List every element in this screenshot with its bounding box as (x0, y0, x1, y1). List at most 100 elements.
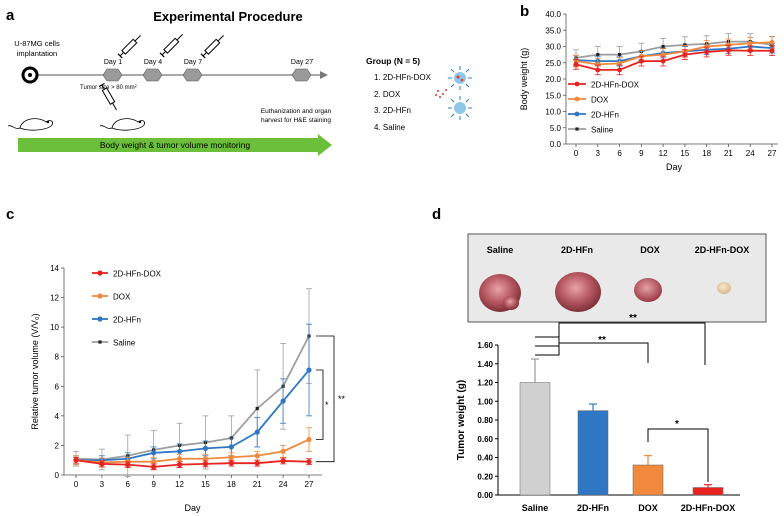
sig-bracket (316, 369, 324, 440)
group-item-3: 3. 2D-HFn (374, 106, 411, 115)
x-tick-label: Saline (522, 503, 549, 513)
sig-bracket (647, 428, 709, 482)
x-tick-label: 6 (126, 480, 131, 489)
data-point (595, 67, 601, 73)
day-markers: Day 1 Day 4 Day 7 Day 27 (102, 59, 313, 82)
x-tick-label: DOX (638, 503, 658, 513)
x-tick-label: 12 (659, 149, 668, 158)
x-tick-label: 9 (151, 480, 156, 489)
data-point (254, 453, 260, 459)
y-tick-label: 0 (55, 471, 60, 480)
y-tick-label: 0.60 (477, 435, 493, 444)
x-tick-label: 24 (279, 480, 288, 489)
tumor-2d-hfn-dox (717, 282, 731, 294)
data-point (228, 444, 234, 450)
data-point (638, 58, 644, 64)
mouse-icon (99, 118, 145, 131)
y-tick-label: 8 (55, 353, 60, 362)
sig-label: ** (598, 335, 606, 346)
legend-marker (97, 270, 103, 276)
bar-dox (632, 464, 664, 496)
legend: 2D-HFn-DOX DOX 2D-HFn Saline (92, 270, 162, 348)
y-tick-label: 35.0 (545, 26, 561, 35)
data-point (769, 48, 775, 54)
y-tick-label: 30.0 (545, 43, 561, 52)
y-axis-label: Relative tumor volume (V/V₀) (30, 313, 40, 429)
series-line (75, 438, 310, 464)
harvest-note-line2: harvest for H&E staining (261, 117, 331, 124)
y-tick-label: 2 (55, 441, 60, 450)
data-point (202, 445, 209, 451)
data-point (660, 58, 666, 64)
x-tick-label: 12 (175, 480, 184, 489)
data-point (617, 67, 622, 73)
y-tick-label: 1.00 (477, 397, 493, 406)
sig-bracket (535, 342, 649, 363)
data-point (254, 460, 260, 466)
x-tick-label: 2D-HFn (577, 503, 609, 513)
legend-label-2d-hfn-dox: 2D-HFn-DOX (113, 270, 162, 279)
data-point (617, 53, 622, 57)
x-tick-label: 15 (201, 480, 210, 489)
monitoring-label: Body weight & tumor volume monitoring (100, 140, 251, 150)
x-tick-label: 24 (746, 149, 755, 158)
series-line (575, 40, 773, 59)
data-point (254, 429, 260, 435)
data-point (228, 460, 234, 466)
y-tick-label: 14 (50, 264, 59, 273)
series-line (76, 369, 310, 462)
sig-bracket (316, 335, 335, 463)
data-point (747, 48, 753, 54)
legend-marker (97, 316, 103, 322)
photo-label-dox: DOX (640, 245, 660, 255)
group-title: Group (N = 5) (366, 56, 420, 66)
y-tick-label: 1.60 (477, 341, 493, 350)
y-tick-label: 6 (55, 382, 60, 391)
timeline-arrowhead (320, 71, 328, 79)
photo-label-saline: Saline (487, 245, 514, 255)
group-item-1: 1. 2D-HFn-DOX (374, 73, 432, 82)
data-point (661, 44, 665, 49)
day-27-label: Day 27 (291, 59, 313, 66)
x-tick-label: 27 (768, 149, 777, 158)
data-point (726, 42, 731, 48)
legend-marker (98, 340, 102, 344)
data-point (704, 49, 710, 55)
y-tick-label: 1.40 (477, 360, 493, 369)
y-tick-label: 5.0 (550, 124, 562, 133)
mouse-icon (7, 118, 53, 131)
data-point (73, 457, 79, 463)
series-line (575, 41, 773, 66)
x-tick-label: 27 (305, 480, 314, 489)
y-tick-label: 12 (50, 294, 59, 303)
data-point (280, 458, 286, 464)
legend: 2D-HFn-DOX DOX 2D-HFn Saline (568, 81, 640, 135)
group-item-2: 2. DOX (374, 90, 401, 99)
nanoparticle-drug-icon (448, 66, 472, 90)
x-tick-label: 0 (74, 480, 79, 489)
data-point (683, 43, 687, 47)
data-point (306, 459, 312, 465)
x-tick-label: 21 (253, 480, 262, 489)
dox-dots-icon (435, 89, 447, 98)
data-point (573, 61, 579, 67)
panel-label-b: b (520, 3, 529, 20)
data-point (125, 462, 131, 468)
syringe-icon (159, 34, 183, 58)
y-tick-label: 25.0 (545, 59, 561, 68)
y-tick-label: 0.00 (477, 491, 493, 500)
data-point (99, 461, 105, 467)
x-tick-label: 15 (680, 149, 689, 158)
legend-label-2d-hfn: 2D-HFn (113, 316, 141, 325)
data-point (704, 44, 710, 49)
day-1-marker (102, 68, 123, 82)
legend-label-dox: DOX (113, 293, 131, 302)
series-2d-hfn-dox (73, 456, 312, 471)
data-point (682, 52, 688, 58)
bar-saline (519, 382, 551, 496)
series-2d-hfn-dox (573, 45, 775, 76)
data-point (660, 52, 666, 58)
x-tick-label: 2D-HFn-DOX (681, 503, 736, 513)
series-line (75, 335, 310, 461)
